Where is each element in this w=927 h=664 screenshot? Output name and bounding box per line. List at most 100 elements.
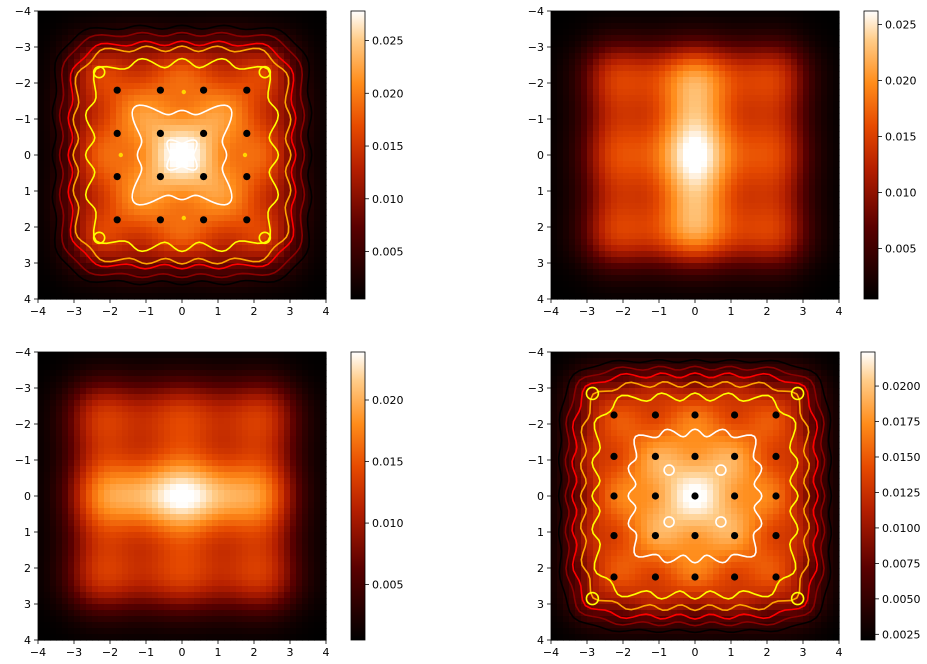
heatmap-cell [629, 167, 636, 174]
heatmap-cell [587, 71, 594, 78]
heatmap-cell [62, 107, 69, 114]
heatmap-cell [200, 227, 207, 234]
heatmap-cell [206, 131, 213, 138]
heatmap-cell [791, 257, 798, 264]
heatmap-cell [248, 77, 255, 84]
heatmap-cell [98, 251, 105, 258]
heatmap-cell [563, 149, 570, 156]
heatmap-cell [254, 161, 261, 168]
heatmap-cell [689, 191, 696, 198]
heatmap-cell [314, 179, 321, 186]
heatmap-cell [761, 119, 768, 126]
heatmap-cell [176, 257, 183, 264]
heatmap-cell [194, 95, 201, 102]
heatmap-cell [617, 41, 624, 48]
heatmap-cell [92, 370, 99, 377]
heatmap-cell [611, 29, 618, 36]
heatmap-cell [809, 107, 816, 114]
heatmap-cell [236, 59, 243, 66]
heatmap-cell [56, 167, 63, 174]
heatmap-cell [803, 71, 810, 78]
heatmap-cell [707, 107, 714, 114]
heatmap-cell [653, 119, 660, 126]
heatmap-cell [551, 29, 558, 36]
heatmap-cell [152, 125, 159, 132]
heatmap-cell [797, 71, 804, 78]
heatmap-cell [152, 167, 159, 174]
heatmap-cell [200, 281, 207, 288]
heatmap-cell [767, 119, 774, 126]
heatmap-cell [218, 215, 225, 222]
heatmap-cell [68, 269, 75, 276]
heatmap-cell [182, 251, 189, 258]
heatmap-cell [44, 293, 51, 300]
heatmap-cell [152, 251, 159, 258]
heatmap-cell [629, 71, 636, 78]
heatmap-cell [38, 101, 45, 108]
heatmap-cell [827, 251, 834, 258]
heatmap-cell [743, 239, 750, 246]
heatmap-cell [212, 65, 219, 72]
y-tick-label: 1 [24, 185, 31, 198]
heatmap-cell [224, 83, 231, 90]
heatmap-cell [290, 47, 297, 54]
heatmap-cell [641, 65, 648, 72]
heatmap-cell [707, 191, 714, 198]
heatmap-cell [605, 179, 612, 186]
heatmap-cell [551, 65, 558, 72]
heatmap-cell [755, 83, 762, 90]
heatmap-cell [254, 179, 261, 186]
heatmap-cell [182, 191, 189, 198]
heatmap-cell [731, 119, 738, 126]
heatmap-cell [599, 239, 606, 246]
heatmap-cell [605, 17, 612, 24]
heatmap-cell [797, 293, 804, 300]
heatmap-cell [653, 53, 660, 60]
heatmap-cell [623, 119, 630, 126]
heatmap-cell [182, 293, 189, 300]
heatmap-cell [821, 65, 828, 72]
heatmap-cell [659, 125, 666, 132]
heatmap-cell [212, 35, 219, 42]
heatmap-cell [68, 11, 75, 18]
heatmap-cell [641, 29, 648, 36]
heatmap-cell [797, 185, 804, 192]
heatmap-cell [242, 233, 249, 240]
heatmap-cell [623, 197, 630, 204]
heatmap-cell [296, 125, 303, 132]
heatmap-cell [725, 245, 732, 252]
heatmap-cell [152, 209, 159, 216]
heatmap-cell [827, 161, 834, 168]
heatmap-cell [791, 107, 798, 114]
heatmap-cell [314, 59, 321, 66]
heatmap-cell [557, 167, 564, 174]
heatmap-cell [611, 245, 618, 252]
heatmap-cell [701, 89, 708, 96]
heatmap-cell [647, 239, 654, 246]
heatmap-cell [833, 281, 840, 288]
heatmap-cell [134, 358, 141, 365]
heatmap-cell [683, 197, 690, 204]
heatmap-cell [266, 293, 273, 300]
data-point [200, 129, 208, 137]
heatmap-cell [755, 239, 762, 246]
heatmap-cell [104, 131, 111, 138]
heatmap-cell [224, 95, 231, 102]
heatmap-cell [110, 155, 117, 162]
heatmap-cell [611, 293, 618, 300]
heatmap-cell [755, 29, 762, 36]
heatmap-cell [284, 275, 291, 282]
heatmap-cell [254, 11, 261, 18]
heatmap-cell [659, 23, 666, 30]
heatmap-cell [641, 233, 648, 240]
heatmap-cell [188, 191, 195, 198]
heatmap-cell [296, 352, 303, 359]
heatmap-cell [743, 215, 750, 222]
heatmap-cell [68, 203, 75, 210]
heatmap-cell [641, 35, 648, 42]
heatmap-cell [134, 59, 141, 66]
heatmap-cell [701, 83, 708, 90]
heatmap-cell [761, 167, 768, 174]
heatmap-cell [62, 287, 69, 294]
heatmap-cell [611, 119, 618, 126]
